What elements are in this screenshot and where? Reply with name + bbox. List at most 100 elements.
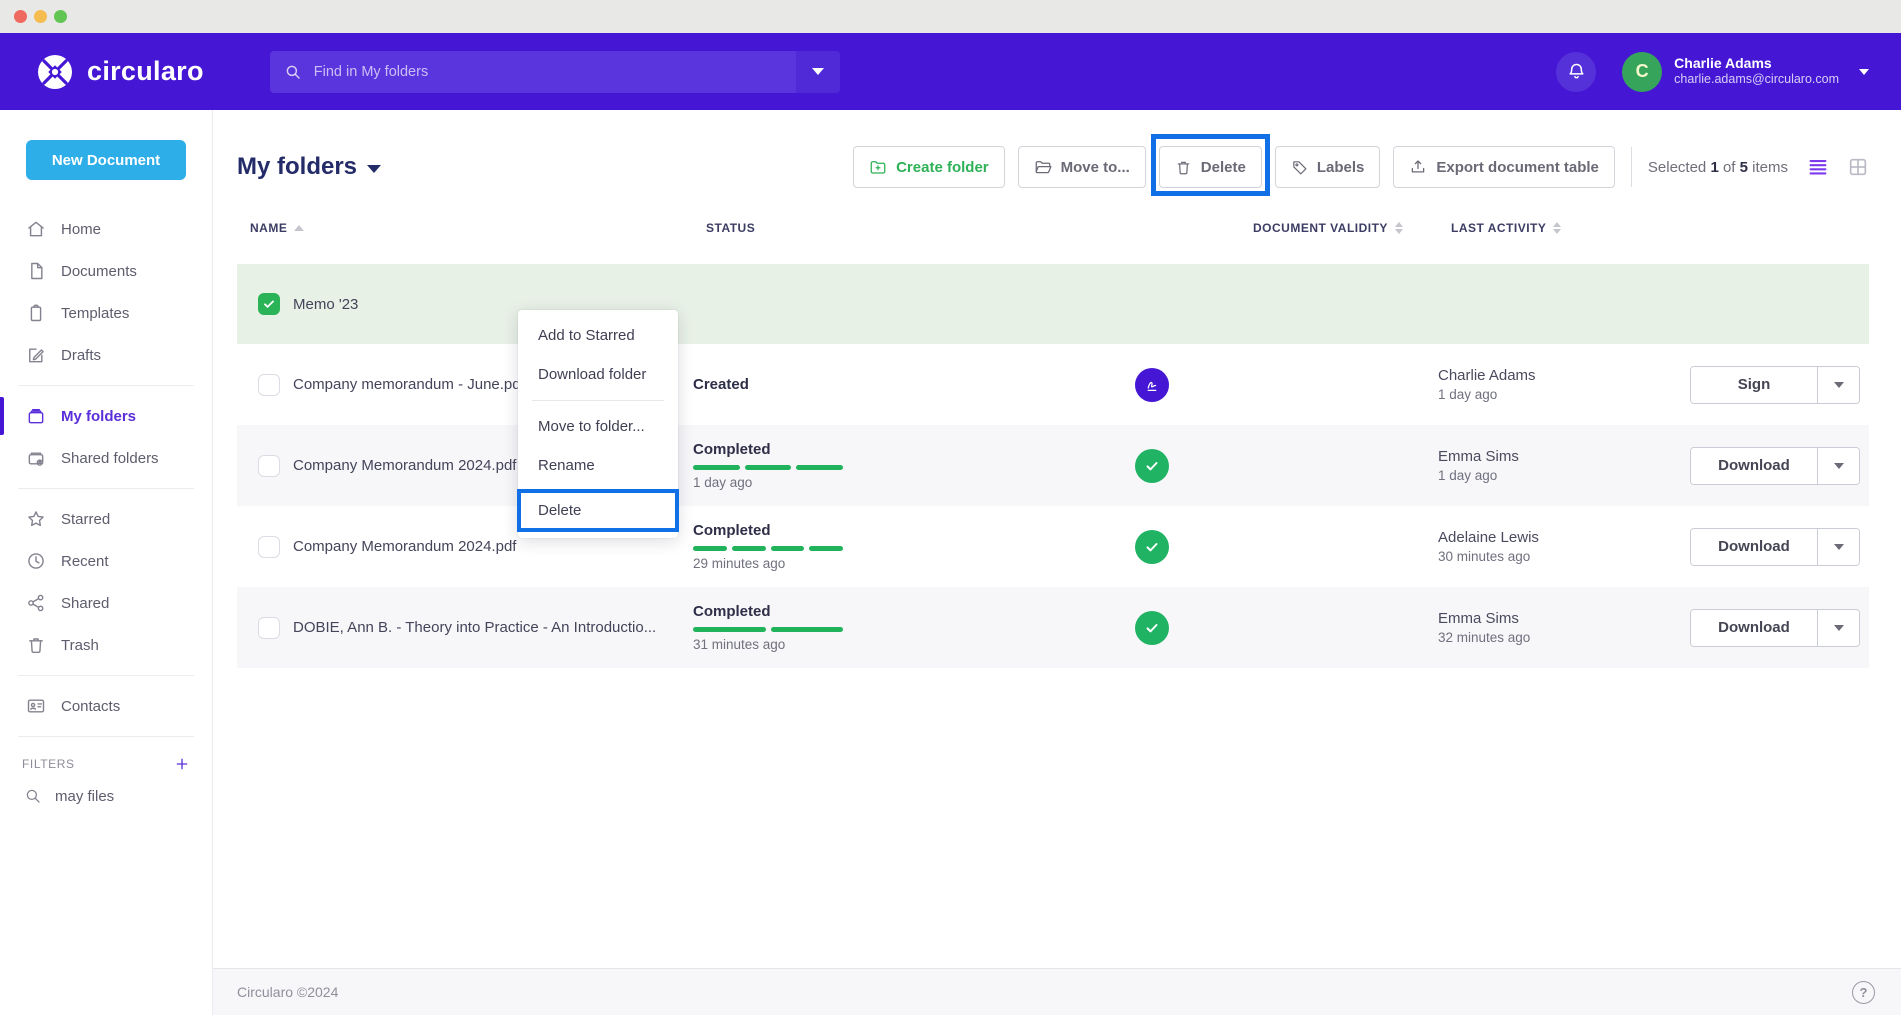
workflow-progress-bar bbox=[693, 546, 843, 551]
document-name[interactable]: DOBIE, Ann B. - Theory into Practice - A… bbox=[293, 619, 657, 636]
saved-filter-may-files[interactable]: may files bbox=[0, 776, 212, 816]
menu-item-delete[interactable]: Delete bbox=[517, 489, 679, 532]
list-view-toggle[interactable] bbox=[1807, 156, 1829, 178]
minimize-window-button[interactable] bbox=[34, 10, 47, 23]
row-checkbox[interactable] bbox=[258, 373, 280, 396]
sidebar-item-templates[interactable]: Templates bbox=[0, 292, 212, 334]
sidebar-item-label: Recent bbox=[61, 552, 109, 570]
sidebar-item-label: Shared bbox=[61, 594, 110, 612]
sidebar-item-shared[interactable]: Shared bbox=[0, 582, 212, 624]
create-folder-button[interactable]: Create folder bbox=[853, 146, 1005, 188]
row-checkbox[interactable] bbox=[258, 454, 280, 477]
sidebar-item-my-folders[interactable]: My folders bbox=[0, 395, 212, 437]
move-to-button[interactable]: Move to... bbox=[1017, 146, 1146, 188]
edit-icon bbox=[29, 348, 44, 363]
action-dropdown-button[interactable] bbox=[1817, 528, 1859, 565]
maximize-window-button[interactable] bbox=[54, 10, 67, 23]
table-row[interactable]: Company Memorandum 2024.pdf Completed 29… bbox=[237, 506, 1869, 587]
row-checkbox[interactable] bbox=[258, 535, 280, 558]
table-row[interactable]: Company Memorandum 2024.pdf Completed 1 … bbox=[237, 425, 1869, 506]
sidebar-divider bbox=[18, 736, 194, 737]
total-count: 5 bbox=[1739, 158, 1748, 176]
page-title: My folders bbox=[237, 153, 358, 180]
folder-title-dropdown[interactable]: My folders bbox=[237, 153, 382, 181]
user-email: charlie.adams@circularo.com bbox=[1674, 72, 1839, 87]
sidebar-item-label: Home bbox=[61, 220, 102, 238]
close-window-button[interactable] bbox=[14, 10, 27, 23]
chevron-down-icon bbox=[1833, 462, 1844, 469]
export-document-table-button[interactable]: Export document table bbox=[1393, 146, 1615, 188]
menu-item-move-to-folder[interactable]: Move to folder... bbox=[538, 418, 645, 435]
row-checkbox-checked[interactable] bbox=[258, 293, 280, 315]
contact-card-icon bbox=[27, 699, 45, 713]
activity-user: Charlie Adams bbox=[1438, 367, 1536, 384]
active-indicator bbox=[0, 397, 4, 435]
download-button[interactable]: Download bbox=[1691, 528, 1817, 565]
sidebar-item-contacts[interactable]: Contacts bbox=[0, 685, 212, 727]
table-row[interactable]: Memo '23 bbox=[237, 264, 1869, 344]
export-label: Export document table bbox=[1436, 158, 1599, 176]
circularo-logo-icon bbox=[38, 54, 72, 89]
download-button[interactable]: Download bbox=[1691, 447, 1817, 484]
activity-user: Emma Sims bbox=[1438, 448, 1519, 465]
sidebar-item-trash[interactable]: Trash bbox=[0, 624, 212, 666]
plus-icon bbox=[176, 758, 188, 770]
action-dropdown-button[interactable] bbox=[1817, 447, 1859, 484]
tag-icon bbox=[1293, 160, 1307, 174]
action-dropdown-button[interactable] bbox=[1817, 366, 1859, 403]
menu-item-add-to-starred[interactable]: Add to Starred bbox=[538, 327, 635, 344]
activity-time: 32 minutes ago bbox=[1438, 630, 1531, 645]
labels-button[interactable]: Labels bbox=[1274, 146, 1381, 188]
table-row[interactable]: DOBIE, Ann B. - Theory into Practice - A… bbox=[237, 587, 1869, 668]
status-time: 31 minutes ago bbox=[693, 637, 786, 652]
status-time: 29 minutes ago bbox=[693, 556, 786, 571]
valid-document-badge bbox=[1135, 610, 1169, 645]
column-header-name[interactable]: NAME bbox=[237, 221, 706, 235]
selected-count: 1 bbox=[1710, 158, 1719, 176]
help-button[interactable]: ? bbox=[1852, 980, 1875, 1004]
workflow-progress-bar bbox=[693, 465, 844, 470]
grid-view-toggle[interactable] bbox=[1847, 156, 1869, 178]
logo-text: circularo bbox=[87, 56, 204, 86]
sidebar-item-drafts[interactable]: Drafts bbox=[0, 334, 212, 376]
document-name[interactable]: Company Memorandum 2024.pdf bbox=[293, 538, 517, 555]
search-scope-dropdown[interactable] bbox=[795, 50, 840, 93]
activity-user: Adelaine Lewis bbox=[1438, 529, 1539, 546]
footer: Circularo ©2024 ? bbox=[213, 968, 1901, 1015]
table-row[interactable]: Company memorandum - June.pdf Created Ch… bbox=[237, 344, 1869, 425]
user-menu[interactable]: C Charlie Adams charlie.adams@circularo.… bbox=[1622, 51, 1869, 92]
activity-time: 1 day ago bbox=[1438, 468, 1498, 483]
sidebar-item-label: Contacts bbox=[61, 697, 121, 715]
search-input[interactable] bbox=[313, 63, 796, 80]
table-header: NAME STATUS DOCUMENT VALIDITY LAST ACTIV… bbox=[237, 210, 1869, 246]
sign-button[interactable]: Sign bbox=[1691, 366, 1817, 403]
menu-divider bbox=[532, 400, 664, 401]
sidebar-item-shared-folders[interactable]: Shared folders bbox=[0, 437, 212, 479]
menu-item-rename[interactable]: Rename bbox=[538, 457, 595, 474]
add-filter-button[interactable] bbox=[174, 756, 190, 772]
check-icon bbox=[1146, 542, 1158, 551]
delete-button[interactable]: Delete bbox=[1150, 134, 1270, 196]
check-icon bbox=[1146, 623, 1158, 632]
download-button[interactable]: Download bbox=[1691, 609, 1817, 646]
check-icon bbox=[1146, 461, 1158, 470]
menu-item-download-folder[interactable]: Download folder bbox=[538, 366, 647, 383]
column-header-status[interactable]: STATUS bbox=[706, 221, 756, 235]
sidebar-item-starred[interactable]: Starred bbox=[0, 498, 212, 540]
selection-summary: Selected 1 of 5 items bbox=[1647, 158, 1788, 176]
notifications-button[interactable] bbox=[1556, 51, 1597, 92]
sidebar-item-label: My folders bbox=[61, 407, 137, 425]
sidebar-item-recent[interactable]: Recent bbox=[0, 540, 212, 582]
star-icon bbox=[28, 511, 44, 527]
column-header-document-validity[interactable]: DOCUMENT VALIDITY bbox=[1126, 221, 1451, 235]
sidebar-item-home[interactable]: Home bbox=[0, 208, 212, 250]
chevron-down-icon bbox=[1833, 381, 1844, 388]
signature-pending-badge bbox=[1135, 367, 1169, 402]
sidebar-item-documents[interactable]: Documents bbox=[0, 250, 212, 292]
filters-section-label: FILTERS bbox=[22, 757, 75, 771]
new-document-button[interactable]: New Document bbox=[26, 140, 186, 180]
action-dropdown-button[interactable] bbox=[1817, 609, 1859, 646]
shared-folder-icon bbox=[28, 452, 44, 466]
row-checkbox[interactable] bbox=[258, 616, 280, 639]
column-header-last-activity[interactable]: LAST ACTIVITY bbox=[1451, 221, 1695, 235]
